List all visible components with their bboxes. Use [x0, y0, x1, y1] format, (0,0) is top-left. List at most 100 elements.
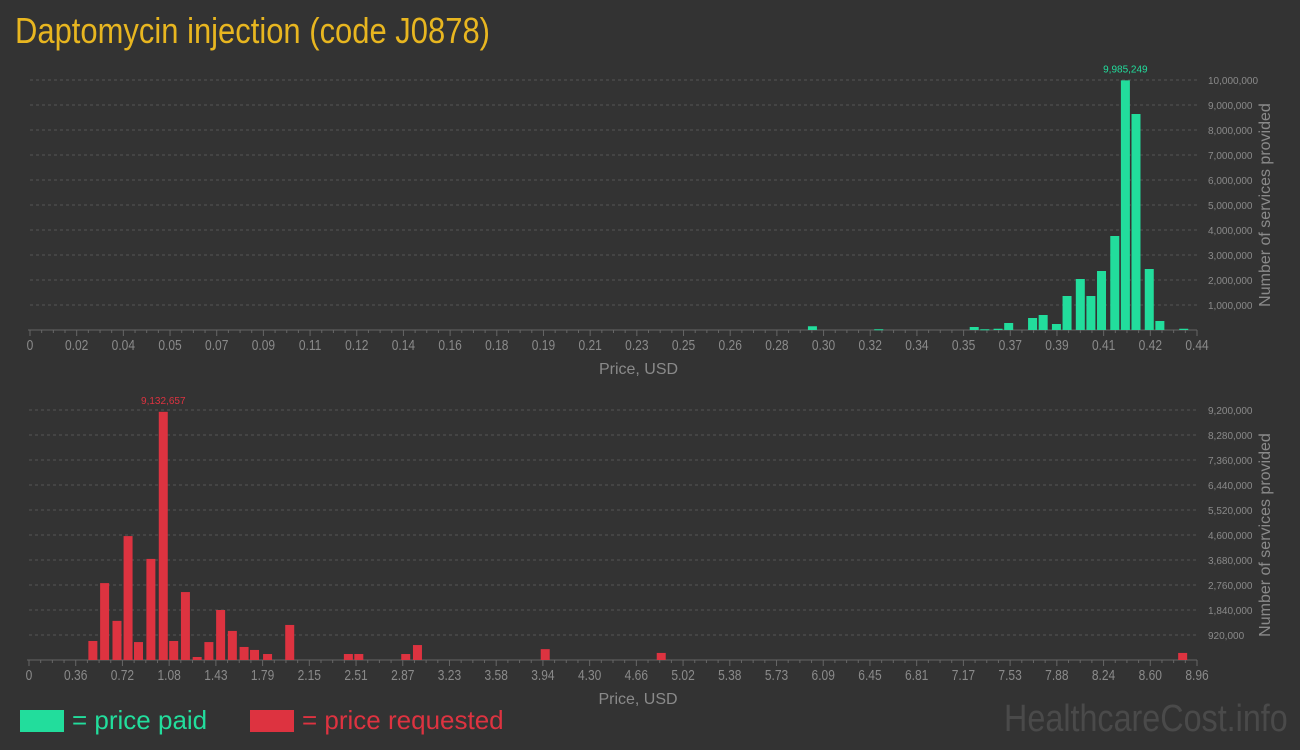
x-tick-label: 1.79	[251, 667, 274, 684]
x-tick-label: 2.51	[344, 667, 367, 684]
x-tick-label: 5.02	[671, 667, 694, 684]
y-tick-label: 7,360,000	[1208, 456, 1253, 467]
x-tick-label: 0.23	[625, 337, 648, 354]
y-tick-label: 8,280,000	[1208, 431, 1253, 442]
histogram-bar	[980, 329, 990, 331]
histogram-bar	[354, 654, 364, 660]
x-tick-label: 1.43	[204, 667, 227, 684]
y-tick-label: 8,000,000	[1208, 126, 1253, 137]
x-tick-label: 0.39	[1045, 337, 1068, 354]
y-tick-label: 10,000,000	[1208, 76, 1258, 87]
histogram-bar	[146, 558, 156, 660]
histogram-bar	[401, 654, 411, 660]
y-tick-label: 2,000,000	[1208, 276, 1253, 287]
y-tick-label: 1,840,000	[1208, 606, 1253, 617]
y-axis-label: Number of services provided	[1257, 433, 1274, 637]
histogram-bar	[540, 649, 550, 660]
x-tick-label: 0.32	[859, 337, 882, 354]
x-tick-label: 7.88	[1045, 667, 1068, 684]
x-tick-label: 1.08	[157, 667, 180, 684]
histogram-bar	[1179, 328, 1189, 330]
x-tick-label: 0.44	[1185, 337, 1209, 354]
x-tick-label: 0.28	[765, 337, 788, 354]
page-title: Daptomycin injection (code J0878)	[15, 10, 490, 51]
histogram-bar	[993, 328, 1003, 330]
x-tick-label: 8.24	[1092, 667, 1116, 684]
x-tick-label: 0.04	[112, 337, 136, 354]
histogram-bar	[158, 411, 168, 660]
histogram-bar	[343, 654, 353, 660]
histogram-bar	[1028, 318, 1038, 330]
x-tick-label: 8.60	[1139, 667, 1163, 684]
peak-value-label: 9,985,249	[1103, 64, 1148, 75]
x-tick-label: 0.18	[485, 337, 508, 354]
histogram-bar	[969, 327, 979, 330]
x-tick-label: 0	[26, 667, 33, 684]
x-axis-label: Price, USD	[599, 361, 678, 378]
x-tick-label: 3.23	[438, 667, 461, 684]
legend-swatch-requested	[250, 709, 294, 732]
x-tick-label: 0.34	[905, 337, 929, 354]
x-tick-label: 4.30	[578, 667, 602, 684]
x-tick-label: 0.19	[532, 337, 555, 354]
histogram-bar	[1086, 296, 1096, 330]
histogram-bar	[123, 536, 133, 660]
histogram-bar	[204, 642, 214, 660]
x-tick-label: 6.09	[812, 667, 835, 684]
x-axis-label: Price, USD	[598, 691, 677, 708]
histogram-bar	[1004, 323, 1014, 330]
x-tick-label: 4.66	[625, 667, 648, 684]
histogram-bar	[216, 610, 226, 660]
x-tick-label: 0.26	[719, 337, 742, 354]
x-tick-label: 6.81	[905, 667, 928, 684]
y-tick-label: 6,440,000	[1208, 481, 1253, 492]
y-axis-label: Number of services provided	[1257, 103, 1274, 307]
y-tick-label: 4,000,000	[1208, 226, 1253, 237]
x-tick-label: 0.72	[111, 667, 134, 684]
x-tick-label: 0.05	[158, 337, 181, 354]
histogram-bar	[1120, 80, 1130, 330]
x-tick-label: 0	[27, 337, 34, 354]
y-tick-label: 5,000,000	[1208, 201, 1253, 212]
histogram-bar	[180, 592, 190, 660]
histogram-bar	[169, 640, 179, 660]
x-tick-label: 0.14	[392, 337, 416, 354]
x-tick-label: 0.21	[578, 337, 601, 354]
x-tick-label: 5.73	[765, 667, 788, 684]
x-tick-label: 7.53	[998, 667, 1021, 684]
x-tick-label: 0.16	[438, 337, 461, 354]
histogram-bar	[227, 630, 237, 660]
histogram-bar	[1062, 296, 1072, 330]
histogram-bar	[134, 642, 143, 660]
legend-swatch-paid	[20, 709, 64, 732]
x-tick-label: 2.15	[298, 667, 321, 684]
y-tick-label: 6,000,000	[1208, 176, 1253, 187]
y-tick-label: 9,000,000	[1208, 101, 1253, 112]
histogram-bar	[285, 624, 295, 660]
legend-label-requested: = price requested	[302, 705, 504, 735]
x-tick-label: 0.12	[345, 337, 368, 354]
histogram-bar	[1131, 114, 1141, 330]
histogram-bar	[239, 646, 249, 660]
histogram-bar	[1075, 279, 1085, 330]
x-tick-label: 0.37	[999, 337, 1022, 354]
histogram-bar	[192, 657, 202, 660]
histogram-bar	[1155, 321, 1165, 330]
histogram-bar	[656, 652, 666, 660]
y-tick-label: 1,000,000	[1208, 301, 1253, 312]
histogram-bar	[1097, 271, 1107, 330]
x-tick-label: 0.41	[1092, 337, 1115, 354]
y-tick-label: 7,000,000	[1208, 151, 1253, 162]
x-tick-label: 3.94	[531, 667, 555, 684]
histogram-bar	[1110, 236, 1120, 330]
y-tick-label: 2,760,000	[1208, 581, 1253, 592]
histogram-bar	[412, 645, 422, 660]
x-tick-label: 3.58	[485, 667, 508, 684]
y-tick-label: 4,600,000	[1208, 531, 1253, 542]
x-tick-label: 8.96	[1185, 667, 1208, 684]
x-tick-label: 0.09	[252, 337, 275, 354]
peak-value-label: 9,132,657	[141, 396, 186, 407]
histogram-bar	[100, 583, 110, 660]
x-tick-label: 0.30	[812, 337, 836, 354]
